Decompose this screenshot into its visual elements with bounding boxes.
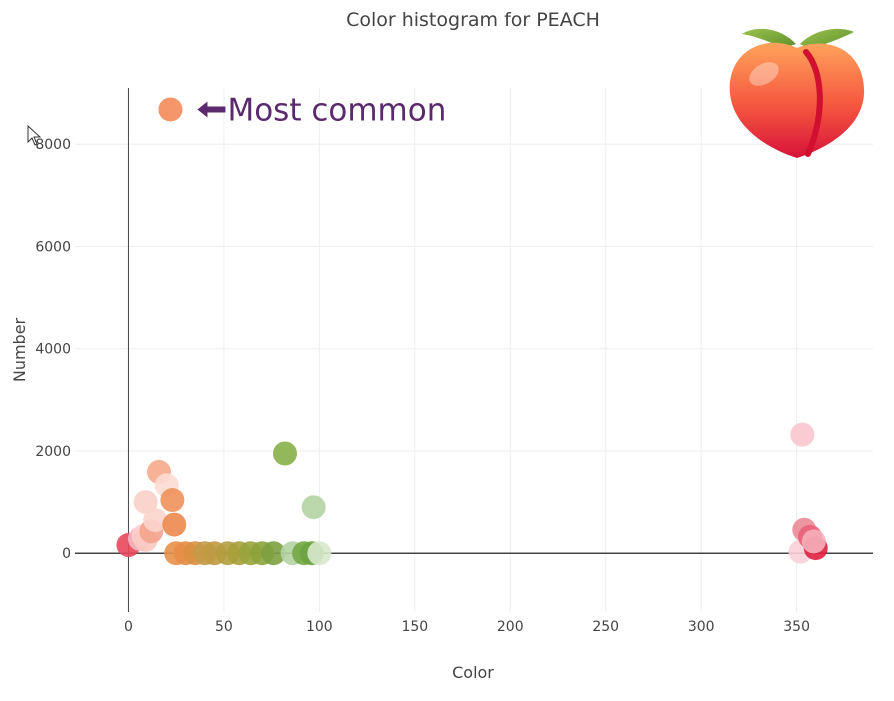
data-point: [133, 490, 158, 515]
x-tick-label: 50: [215, 619, 233, 635]
x-tick-label: 150: [401, 619, 428, 635]
chart-title: Color histogram for PEACH: [346, 9, 600, 31]
y-tick-label: 2000: [35, 444, 71, 460]
x-tick-label: 350: [783, 619, 810, 635]
grid-lines: [75, 88, 873, 612]
x-tick-label: 200: [497, 619, 524, 635]
axes: [75, 88, 873, 612]
annotation-marker: [158, 97, 183, 122]
y-axis-title: Number: [10, 317, 29, 382]
data-point: [160, 488, 185, 513]
data-point: [162, 512, 187, 537]
data-point: [307, 541, 332, 566]
x-tick-label: 300: [688, 619, 715, 635]
tick-labels: 0 50 100 150 200 250 300 350 0 2000 4000 6000 8000: [35, 137, 810, 635]
data-point: [801, 529, 826, 554]
data-points: [116, 422, 828, 566]
x-axis-title: Color: [452, 663, 494, 682]
data-point: [273, 441, 297, 466]
peach-emoji-icon: [729, 28, 865, 158]
data-point: [261, 541, 286, 566]
annotation-label: Most common: [227, 92, 446, 128]
y-tick-label: 4000: [35, 342, 71, 358]
data-point: [143, 507, 168, 532]
data-point: [301, 495, 326, 520]
annotation-arrow-icon: [197, 101, 226, 118]
y-tick-label: 8000: [35, 137, 71, 153]
y-tick-label: 6000: [35, 239, 71, 255]
x-tick-label: 100: [306, 619, 333, 635]
data-point: [790, 422, 815, 447]
annotation: Most common: [158, 92, 446, 128]
x-tick-label: 0: [124, 619, 133, 635]
mouse-pointer-icon: [27, 125, 41, 146]
y-tick-label: 0: [62, 546, 71, 562]
x-tick-label: 250: [592, 619, 619, 635]
